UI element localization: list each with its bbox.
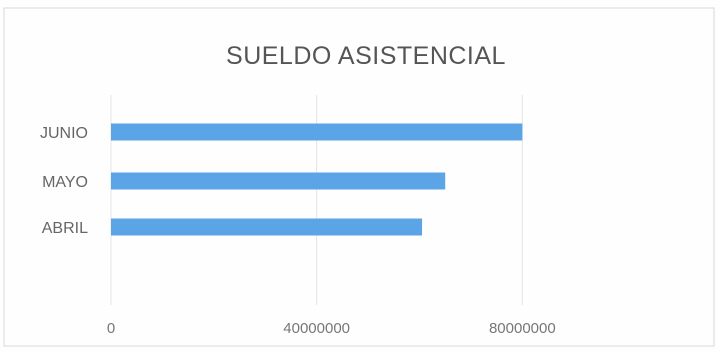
x-tick-label: 80000000 xyxy=(489,320,556,337)
category-labels: ABRIL MAYO JUNIO xyxy=(40,125,88,237)
bar-abril xyxy=(111,218,423,236)
category-label-mayo: MAYO xyxy=(42,174,88,191)
x-axis-tick-labels: 0 40000000 80000000 xyxy=(107,320,556,337)
bar-mayo xyxy=(111,172,446,190)
chart-title: SUELDO ASISTENCIAL xyxy=(226,42,506,70)
chart-frame xyxy=(3,7,715,347)
bars-layer xyxy=(111,123,523,236)
x-tick-label: 0 xyxy=(107,320,115,337)
category-label-abril: ABRIL xyxy=(42,220,88,237)
bar-junio xyxy=(111,123,523,141)
x-tick-label: 40000000 xyxy=(283,320,350,337)
category-label-junio: JUNIO xyxy=(40,125,88,142)
